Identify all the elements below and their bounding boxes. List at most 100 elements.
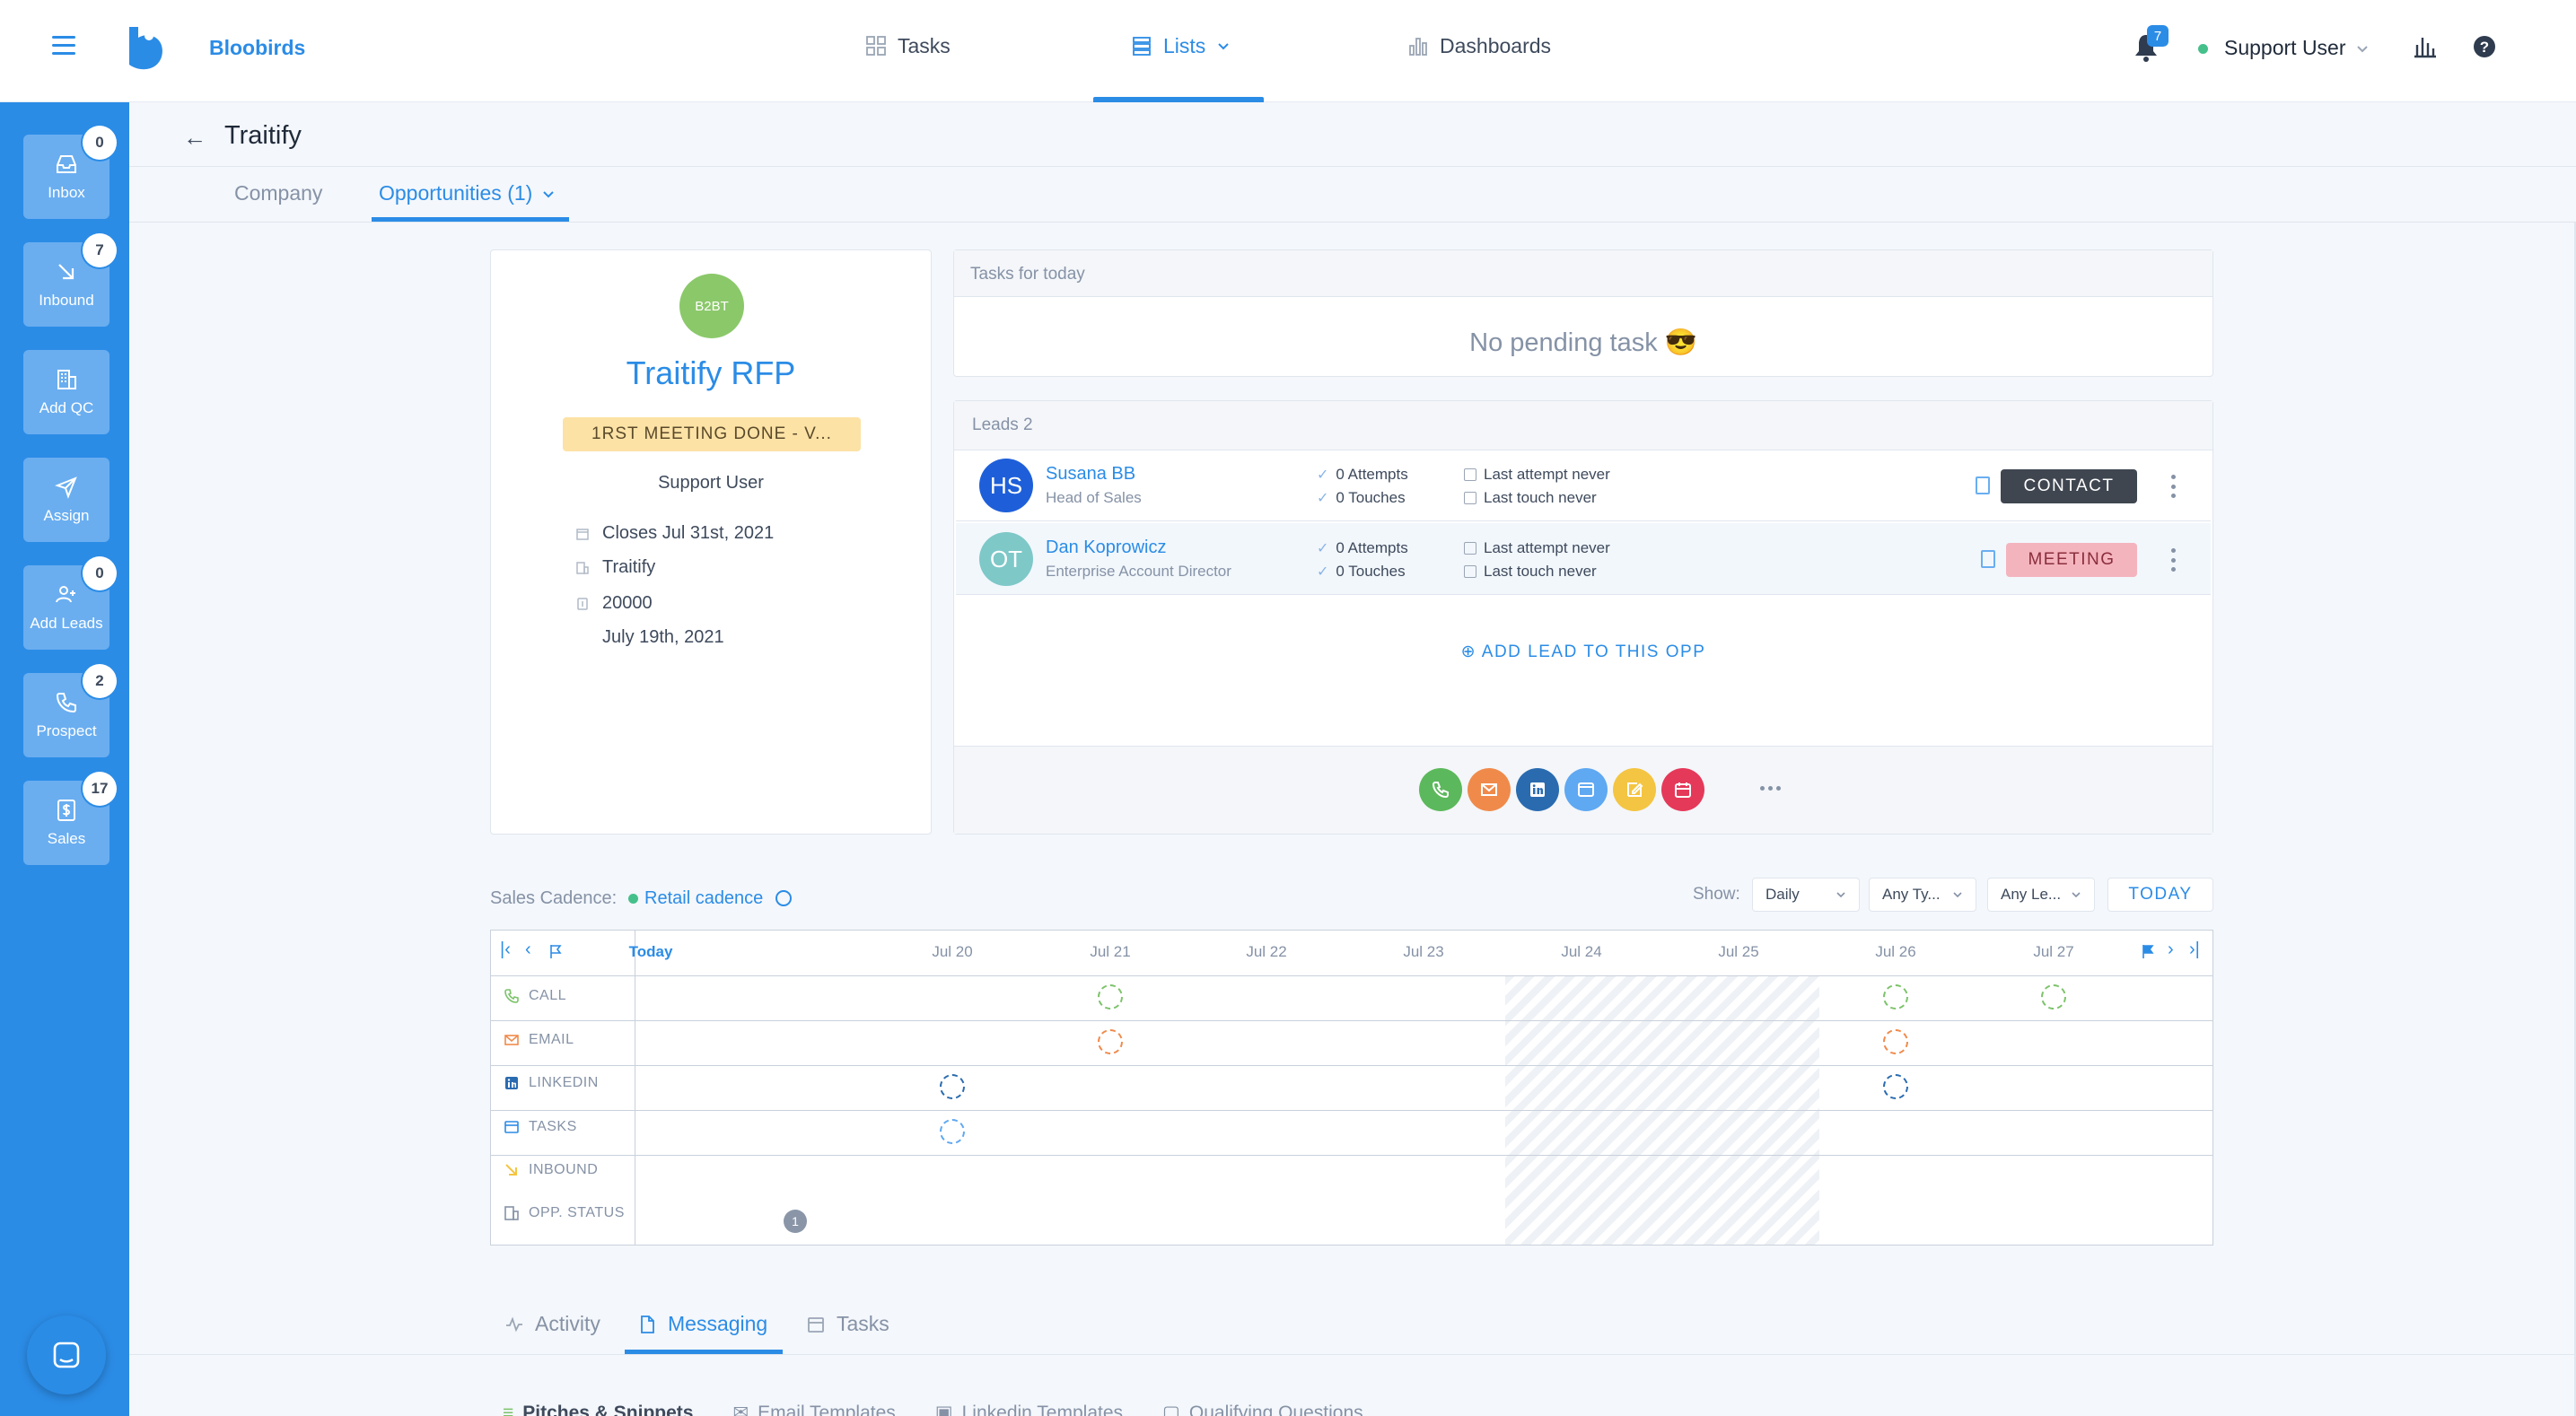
user-menu[interactable]: Support User (2224, 36, 2370, 60)
call-activity-marker[interactable] (1098, 984, 1123, 1010)
nav-lists[interactable]: Lists (1131, 32, 1231, 59)
subtab-pitches[interactable]: ≡ Pitches & Snippets (503, 1402, 693, 1416)
row-label-email: EMAIL (504, 1032, 574, 1048)
menu-icon[interactable] (52, 36, 75, 56)
subtab-label: Linkedin Templates (961, 1402, 1124, 1416)
sidebar-item-add-qc[interactable]: Add QC (23, 350, 110, 434)
lead-row[interactable]: OT Dan Koprowicz Enterprise Account Dire… (956, 523, 2211, 595)
period-select[interactable]: Daily (1752, 878, 1860, 912)
call-activity-marker[interactable] (1883, 984, 1908, 1010)
calendar-icon (1464, 565, 1476, 578)
next-page-icon[interactable]: › (2168, 940, 2174, 959)
help-icon[interactable]: ? (2470, 32, 2499, 61)
task-icon (504, 1121, 519, 1133)
lead-attempts: ✓ 0 Attempts (1317, 466, 1408, 484)
nav-dashboards[interactable]: Dashboards (1407, 32, 1551, 59)
settings-icon[interactable] (775, 890, 792, 906)
linkedin-activity-marker[interactable] (940, 1074, 965, 1099)
day-label: Jul 24 (1561, 943, 1602, 960)
lead-avatar: OT (979, 532, 1033, 586)
tab-company[interactable]: Company (234, 181, 322, 205)
linkedin-icon: ▣ (934, 1403, 953, 1416)
subtab-email-templates[interactable]: ✉ Email Templates (732, 1402, 895, 1416)
row-label-linkedin: LINKEDIN (504, 1075, 599, 1091)
flag-outline-icon[interactable] (548, 943, 563, 959)
bloobirds-logo[interactable] (126, 25, 165, 70)
back-arrow-icon[interactable]: ← (183, 124, 206, 151)
email-action-button[interactable] (1468, 768, 1511, 811)
show-label: Show: (1693, 885, 1740, 904)
arrow-down-right-icon (58, 264, 74, 280)
lead-row[interactable]: HS Susana BB Head of Sales ✓ 0 Attempts ✓… (956, 450, 2211, 521)
mail-icon: ✉ (732, 1403, 749, 1416)
calendar-action-button[interactable] (1661, 768, 1704, 811)
task-activity-marker[interactable] (940, 1119, 965, 1144)
opp-status-marker[interactable]: 1 (784, 1210, 807, 1233)
note-action-button[interactable] (1613, 768, 1656, 811)
phone-icon (1432, 782, 1449, 799)
subtab-linkedin-templates[interactable]: ▣ Linkedin Templates (935, 1402, 1123, 1416)
nav-tasks[interactable]: Tasks (865, 32, 951, 59)
document-icon[interactable] (1981, 550, 1995, 568)
cadence-name-link[interactable]: Retail cadence (644, 888, 764, 908)
email-activity-marker[interactable] (1098, 1029, 1123, 1054)
contact-button[interactable]: CONTACT (2001, 469, 2137, 503)
brand-name[interactable]: Bloobirds (209, 36, 306, 59)
sidebar-item-prospect[interactable]: Prospect 2 (23, 664, 117, 757)
first-page-icon[interactable]: |‹ (500, 940, 511, 959)
divider (491, 1020, 2212, 1021)
attempts-count: 0 Attempts (1336, 466, 1408, 483)
last-attempt-text: Last attempt never (1484, 539, 1610, 556)
touches-count: 0 Touches (1336, 489, 1406, 506)
subtab-label: Email Templates (758, 1402, 896, 1416)
phone-icon (56, 693, 76, 713)
document-icon[interactable] (1976, 476, 1990, 494)
more-options-icon[interactable] (2169, 548, 2177, 572)
more-actions-icon[interactable] (1760, 786, 1781, 791)
subtab-qualifying-questions[interactable]: ▢ Qualifying Questions (1162, 1402, 1363, 1416)
opportunity-name[interactable]: Traitify RFP (626, 354, 796, 391)
tab-tasks-label: Tasks (837, 1312, 889, 1335)
company-field: Traitify (575, 557, 655, 578)
flag-icon[interactable] (2141, 943, 2155, 959)
opportunity-avatar: B2BT (679, 274, 744, 338)
nav-dashboards-label: Dashboards (1440, 33, 1552, 57)
sidebar-item-assign[interactable]: Assign (23, 458, 110, 542)
sidebar-item-inbox[interactable]: Inbox 0 (23, 126, 117, 219)
arrow-down-right-icon (505, 1164, 517, 1176)
lead-name[interactable]: Susana BB (1046, 464, 1136, 484)
chevron-down-icon (2072, 892, 2081, 898)
today-button[interactable]: TODAY (2107, 878, 2213, 912)
sidebar-item-add-leads[interactable]: Add Leads 0 (23, 556, 117, 650)
building-icon (57, 370, 76, 389)
activity-icon (506, 1315, 522, 1332)
call-action-button[interactable] (1419, 768, 1462, 811)
chevron-down-icon (2356, 45, 2368, 52)
chat-launcher[interactable] (27, 1315, 106, 1394)
lead-touches: ✓ 0 Touches (1317, 563, 1406, 581)
opportunity-status-badge[interactable]: 1RST MEETING DONE - V... (563, 417, 861, 451)
more-options-icon[interactable] (2169, 475, 2177, 498)
lead-name[interactable]: Dan Koprowicz (1046, 538, 1167, 557)
cadence-status-dot (628, 894, 638, 904)
row-label-tasks: TASKS (504, 1119, 577, 1135)
sidebar-item-sales[interactable]: Sales 17 (23, 772, 117, 865)
tab-tasks[interactable]: Tasks (806, 1312, 889, 1336)
prev-page-icon[interactable]: ‹ (525, 940, 531, 959)
email-activity-marker[interactable] (1883, 1029, 1908, 1054)
tab-opportunities[interactable]: Opportunities (1) (379, 181, 556, 205)
sidebar-item-inbound[interactable]: Inbound 7 (23, 233, 117, 327)
linkedin-activity-marker[interactable] (1883, 1074, 1908, 1099)
tab-messaging[interactable]: Messaging (637, 1312, 767, 1336)
task-action-button[interactable] (1564, 768, 1608, 811)
stats-icon[interactable] (2411, 32, 2440, 61)
linkedin-action-button[interactable] (1516, 768, 1559, 811)
meeting-button[interactable]: MEETING (2006, 543, 2137, 577)
tab-activity[interactable]: Activity (504, 1312, 600, 1336)
last-page-icon[interactable]: ›| (2189, 940, 2200, 959)
lead-select[interactable]: Any Le... (1987, 878, 2095, 912)
type-select[interactable]: Any Ty... (1869, 878, 1976, 912)
call-activity-marker[interactable] (2041, 984, 2066, 1010)
add-lead-to-opp-button[interactable]: ⊕ ADD LEAD TO THIS OPP (954, 642, 2212, 662)
lead-avatar: HS (979, 459, 1033, 512)
